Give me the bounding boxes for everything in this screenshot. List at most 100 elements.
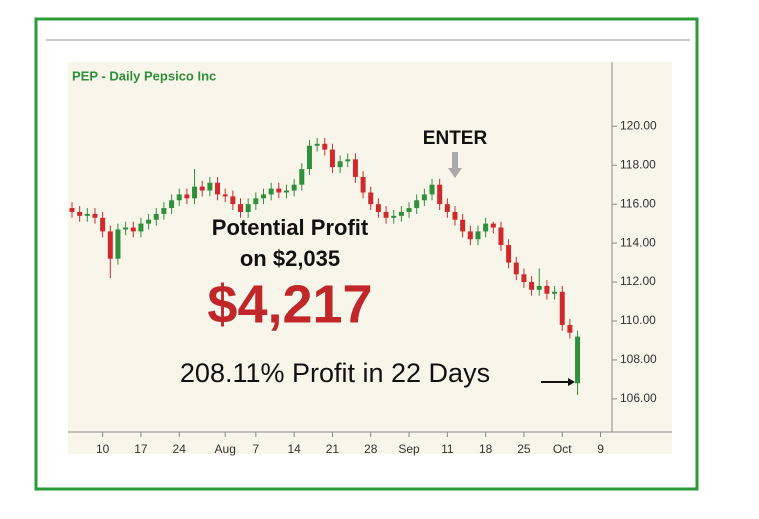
candle-body: [69, 208, 75, 212]
candle-body: [345, 159, 351, 162]
x-tick-label: 11: [441, 442, 454, 456]
candle-body: [467, 231, 473, 240]
x-tick-label: 10: [96, 442, 110, 456]
candle-body: [230, 196, 236, 205]
frame: [34, 17, 699, 491]
candle-body: [575, 336, 581, 384]
x-tick-label: 24: [173, 442, 187, 456]
candle-body: [398, 211, 404, 216]
candle-body: [130, 227, 136, 232]
candle-body: [199, 186, 205, 191]
candle-body: [138, 223, 144, 232]
candle-body: [192, 186, 198, 199]
candle-body: [475, 231, 481, 240]
candle-body: [161, 208, 167, 214]
candle-body: [429, 184, 435, 195]
chart-title: PEP - Daily Pepsico Inc: [72, 68, 216, 83]
candle-body: [238, 204, 244, 212]
candle-body: [360, 176, 366, 193]
candle-body: [268, 188, 274, 195]
candle-body: [460, 219, 466, 232]
candle-body: [153, 213, 159, 220]
annotation: 208.11% Profit in 22 Days: [180, 358, 490, 388]
candle-body: [123, 227, 129, 230]
x-tick-label: 7: [252, 442, 259, 456]
candle-body: [215, 182, 221, 195]
candle-body: [368, 192, 374, 205]
candle-body: [107, 231, 113, 259]
plot-background: [68, 62, 672, 454]
x-tick-label: Oct: [553, 442, 572, 456]
candle-body: [329, 149, 335, 168]
candle-body: [184, 194, 190, 199]
candle-body: [552, 291, 558, 294]
y-tick-label: 106.00: [620, 391, 657, 405]
candle-body: [444, 204, 450, 212]
candle-body: [306, 145, 312, 170]
x-tick-label: 21: [326, 442, 340, 456]
candle-body: [291, 184, 297, 191]
y-tick-label: 108.00: [620, 352, 657, 366]
candle-body: [261, 194, 266, 199]
candle-body: [375, 204, 381, 212]
candle-body: [391, 215, 397, 218]
enter-arrow: [448, 152, 462, 178]
candle-body: [100, 217, 106, 232]
y-tick-label: 120.00: [620, 118, 657, 132]
candle-body: [406, 208, 412, 212]
candle-body: [337, 161, 343, 168]
candle-body: [77, 211, 83, 216]
candle-body: [559, 291, 565, 325]
candle-body: [414, 200, 420, 209]
summary-arrow: [541, 378, 575, 386]
candle-body: [498, 227, 504, 246]
candle-body: [383, 211, 389, 218]
candle-body: [92, 213, 98, 218]
x-tick-label: 18: [479, 442, 493, 456]
candle-body: [421, 194, 427, 201]
candle-body: [506, 245, 512, 263]
x-tick-label: Sep: [398, 442, 420, 456]
x-tick-label: 25: [517, 442, 531, 456]
x-tick-label: Aug: [215, 442, 236, 456]
y-tick-label: 110.00: [620, 313, 656, 327]
candle-body: [322, 143, 328, 150]
candle-body: [437, 184, 443, 205]
annotation: Potential Profit: [212, 215, 369, 240]
profit-amount: $4,217: [207, 274, 372, 334]
candle-body: [115, 229, 121, 259]
candle-body: [207, 182, 213, 191]
y-tick-label: 112.00: [620, 274, 656, 288]
candle-body: [490, 223, 496, 228]
candle-body: [452, 211, 458, 220]
candle-body: [283, 190, 289, 193]
candle-body: [245, 204, 251, 212]
candle-body: [169, 200, 175, 209]
annotation: on $2,035: [240, 246, 340, 271]
candle-body: [529, 282, 535, 290]
y-tick-label: 114.00: [620, 235, 656, 249]
x-tick-label: 14: [287, 442, 301, 456]
candle-body: [222, 194, 228, 197]
candle-body: [567, 324, 573, 333]
candle-body: [352, 159, 358, 177]
candle-body: [521, 274, 527, 283]
candle-body: [299, 169, 305, 185]
candle-body: [146, 219, 152, 224]
y-tick-label: 118.00: [620, 157, 656, 171]
x-tick-label: 17: [134, 442, 148, 456]
enter-label: ENTER: [423, 128, 488, 149]
x-tick-label: 9: [597, 442, 604, 456]
candle-body: [253, 198, 259, 205]
candle-body: [483, 223, 489, 232]
candle-body: [176, 194, 182, 201]
x-tick-label: 28: [364, 442, 378, 456]
candle-body: [84, 213, 90, 216]
candle-body: [314, 143, 320, 146]
candle-body: [276, 188, 282, 193]
candle-body: [544, 285, 550, 294]
candle-body: [513, 262, 519, 275]
candle-body: [536, 285, 542, 290]
